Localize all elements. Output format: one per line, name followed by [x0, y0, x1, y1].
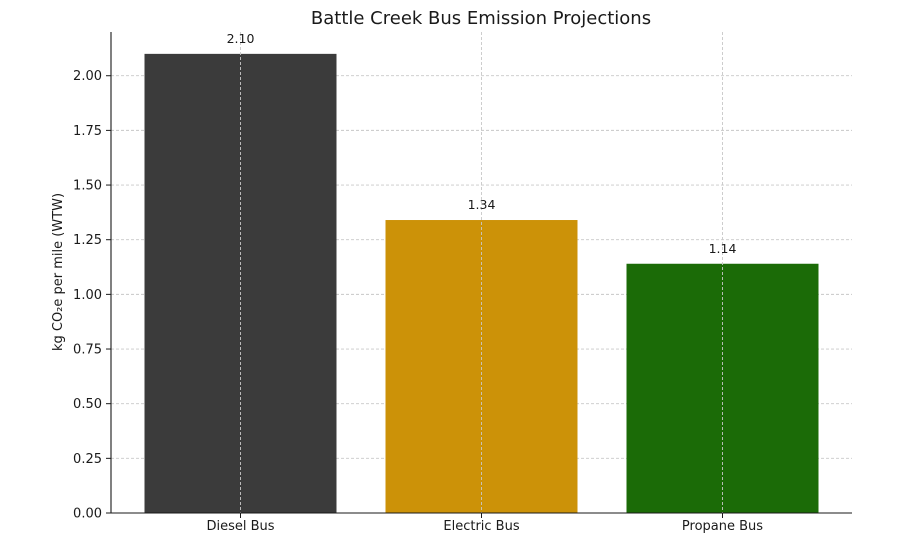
y-tick-label: 0.50: [73, 397, 102, 412]
y-tick-label: 0.00: [73, 507, 102, 522]
x-tick-label: Electric Bus: [443, 519, 519, 534]
y-tick-label: 1.75: [73, 124, 102, 139]
y-tick-label: 1.50: [73, 179, 102, 194]
chart-title: Battle Creek Bus Emission Projections: [311, 8, 651, 29]
x-tick-label: Diesel Bus: [206, 519, 274, 534]
y-tick-label: 0.25: [73, 452, 102, 467]
y-tick-label: 2.00: [73, 69, 102, 84]
bar-value-label: 1.34: [468, 197, 496, 212]
y-tick-label: 1.00: [73, 288, 102, 303]
x-tick-label: Propane Bus: [682, 519, 763, 534]
y-tick-label: 1.25: [73, 233, 102, 248]
bar-value-label: 2.10: [227, 31, 255, 46]
y-ticks: 0.00 0.25 0.50 0.75 1.00 1.25 1.50 1.75 2.00: [73, 69, 111, 522]
y-tick-label: 0.75: [73, 343, 102, 358]
value-labels: 2.10 1.34 1.14: [227, 31, 737, 256]
bar-value-label: 1.14: [709, 241, 737, 256]
x-ticks: Diesel Bus Electric Bus Propane Bus: [206, 513, 763, 534]
y-axis-label: kg CO₂e per mile (WTW): [51, 193, 66, 351]
